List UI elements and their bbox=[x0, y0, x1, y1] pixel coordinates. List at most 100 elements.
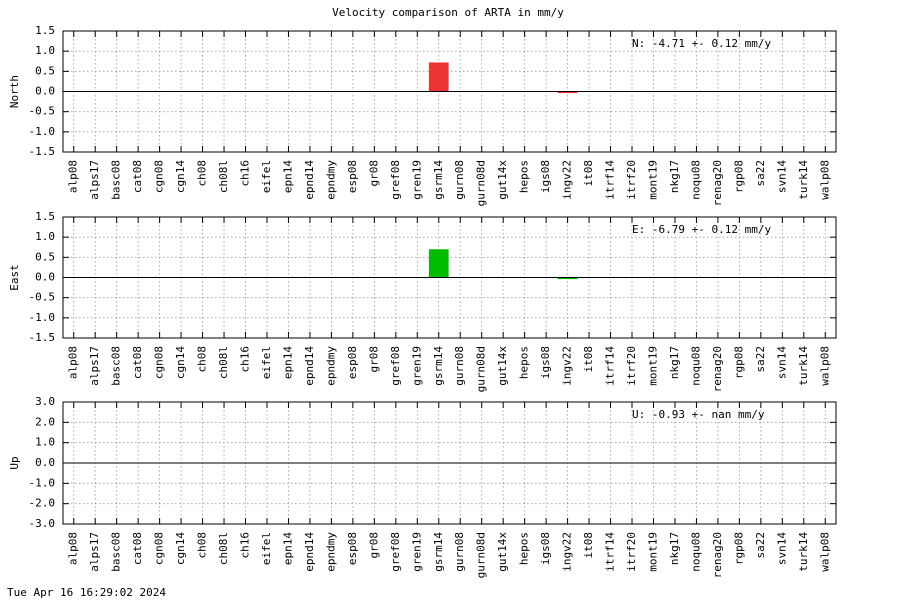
x-tick-label: rgp08 bbox=[732, 346, 745, 379]
x-tick-label: sa22 bbox=[754, 532, 767, 559]
y-tick-label: 0.5 bbox=[35, 64, 55, 77]
y-tick-label: -3.0 bbox=[29, 517, 56, 530]
x-tick-label: itrf20 bbox=[625, 160, 638, 200]
x-tick-label: epndmy bbox=[324, 532, 337, 572]
annotation: N: -4.71 +- 0.12 mm/y bbox=[632, 37, 771, 50]
y-tick-label: 0.0 bbox=[35, 271, 55, 284]
x-tick-label: mont19 bbox=[646, 532, 659, 572]
x-tick-label: epndmy bbox=[324, 160, 337, 200]
x-tick-label: cgn14 bbox=[174, 532, 187, 565]
x-tick-label: cgn14 bbox=[174, 346, 187, 379]
x-tick-label: mont19 bbox=[646, 346, 659, 386]
chart-title: Velocity comparison of ARTA in mm/y bbox=[332, 6, 564, 19]
x-tick-label: ch08 bbox=[196, 160, 209, 187]
x-tick-label: ingv22 bbox=[561, 346, 574, 386]
x-tick-label: walp08 bbox=[818, 346, 831, 386]
x-tick-label: gren19 bbox=[410, 160, 423, 200]
timestamp: Tue Apr 16 16:29:02 2024 bbox=[7, 586, 166, 599]
y-tick-label: -0.5 bbox=[29, 105, 56, 118]
x-tick-label: gsrm14 bbox=[432, 160, 445, 200]
x-tick-label: noqu08 bbox=[689, 532, 702, 572]
x-tick-label: esp08 bbox=[346, 532, 359, 565]
x-tick-label: epn14 bbox=[281, 160, 294, 193]
x-tick-label: svn14 bbox=[775, 160, 788, 193]
x-tick-label: itrf20 bbox=[625, 346, 638, 386]
x-tick-label: sa22 bbox=[754, 346, 767, 373]
x-tick-label: gurn08d bbox=[475, 532, 488, 578]
x-tick-label: nkg17 bbox=[668, 532, 681, 565]
x-tick-label: itrf14 bbox=[604, 346, 617, 386]
y-axis-label: Up bbox=[8, 456, 21, 469]
x-tick-label: turk14 bbox=[797, 532, 810, 572]
x-tick-label: rgp08 bbox=[732, 532, 745, 565]
x-tick-label: cat08 bbox=[131, 346, 144, 379]
x-tick-label: cat08 bbox=[131, 532, 144, 565]
x-tick-label: esp08 bbox=[346, 160, 359, 193]
bar bbox=[428, 249, 449, 278]
y-tick-label: 1.0 bbox=[35, 230, 55, 243]
x-tick-label: ch08l bbox=[217, 532, 230, 565]
x-tick-label: gsrm14 bbox=[432, 532, 445, 572]
x-tick-label: gref08 bbox=[389, 532, 402, 572]
plot-frame bbox=[62, 30, 837, 153]
y-tick-label: -1.0 bbox=[29, 311, 56, 324]
x-tick-label: it08 bbox=[582, 532, 595, 559]
x-tick-label: gref08 bbox=[389, 160, 402, 200]
bar bbox=[557, 277, 578, 280]
x-tick-label: mont19 bbox=[646, 160, 659, 200]
x-tick-label: walp08 bbox=[818, 160, 831, 200]
x-tick-label: ch08 bbox=[196, 346, 209, 373]
x-tick-label: gurn08d bbox=[475, 160, 488, 206]
x-tick-label: gr08 bbox=[367, 160, 380, 187]
x-tick-label: rgp08 bbox=[732, 160, 745, 193]
plot-frame bbox=[62, 216, 837, 339]
x-tick-label: it08 bbox=[582, 160, 595, 187]
x-tick-label: gut14x bbox=[496, 160, 509, 200]
x-tick-label: ch16 bbox=[239, 160, 252, 187]
x-tick-label: gurn08 bbox=[453, 532, 466, 572]
y-axis-label: North bbox=[8, 75, 21, 108]
y-tick-label: 3.0 bbox=[35, 395, 55, 408]
y-tick-label: -1.0 bbox=[29, 476, 56, 489]
x-tick-label: sa22 bbox=[754, 160, 767, 187]
x-tick-label: nkg17 bbox=[668, 160, 681, 193]
y-tick-label: 2.0 bbox=[35, 415, 55, 428]
x-tick-label: svn14 bbox=[775, 346, 788, 379]
x-tick-label: eifel bbox=[260, 160, 273, 193]
x-tick-label: gsrm14 bbox=[432, 346, 445, 386]
x-tick-label: eifel bbox=[260, 346, 273, 379]
y-tick-label: 0.0 bbox=[35, 456, 55, 469]
bar bbox=[557, 91, 578, 94]
x-tick-label: noqu08 bbox=[689, 160, 702, 200]
y-tick-label: -1.5 bbox=[29, 331, 56, 344]
plot-frame bbox=[62, 401, 837, 525]
x-tick-label: ch08l bbox=[217, 346, 230, 379]
x-tick-label: gr08 bbox=[367, 532, 380, 559]
x-tick-label: epnd14 bbox=[303, 532, 316, 572]
x-tick-label: gurn08d bbox=[475, 346, 488, 392]
x-tick-label: gren19 bbox=[410, 532, 423, 572]
x-tick-label: gren19 bbox=[410, 346, 423, 386]
x-tick-label: itrf14 bbox=[604, 160, 617, 200]
y-tick-label: 1.0 bbox=[35, 436, 55, 449]
x-tick-label: hepos bbox=[518, 346, 531, 379]
x-tick-label: cat08 bbox=[131, 160, 144, 193]
x-tick-label: cgn08 bbox=[153, 532, 166, 565]
x-tick-label: igs08 bbox=[539, 346, 552, 379]
y-tick-label: -1.5 bbox=[29, 145, 56, 158]
x-tick-label: epn14 bbox=[281, 346, 294, 379]
x-tick-label: basc08 bbox=[110, 346, 123, 386]
y-tick-label: -0.5 bbox=[29, 291, 56, 304]
x-tick-label: alps17 bbox=[88, 532, 101, 572]
annotation: U: -0.93 +- nan mm/y bbox=[632, 408, 765, 421]
y-tick-label: 1.5 bbox=[35, 210, 55, 223]
x-tick-label: renag20 bbox=[711, 160, 724, 206]
x-tick-label: renag20 bbox=[711, 346, 724, 392]
x-tick-label: nkg17 bbox=[668, 346, 681, 379]
x-tick-label: itrf20 bbox=[625, 532, 638, 572]
x-tick-label: turk14 bbox=[797, 160, 810, 200]
x-tick-label: alp08 bbox=[67, 160, 80, 193]
x-tick-label: cgn14 bbox=[174, 160, 187, 193]
x-tick-label: it08 bbox=[582, 346, 595, 373]
